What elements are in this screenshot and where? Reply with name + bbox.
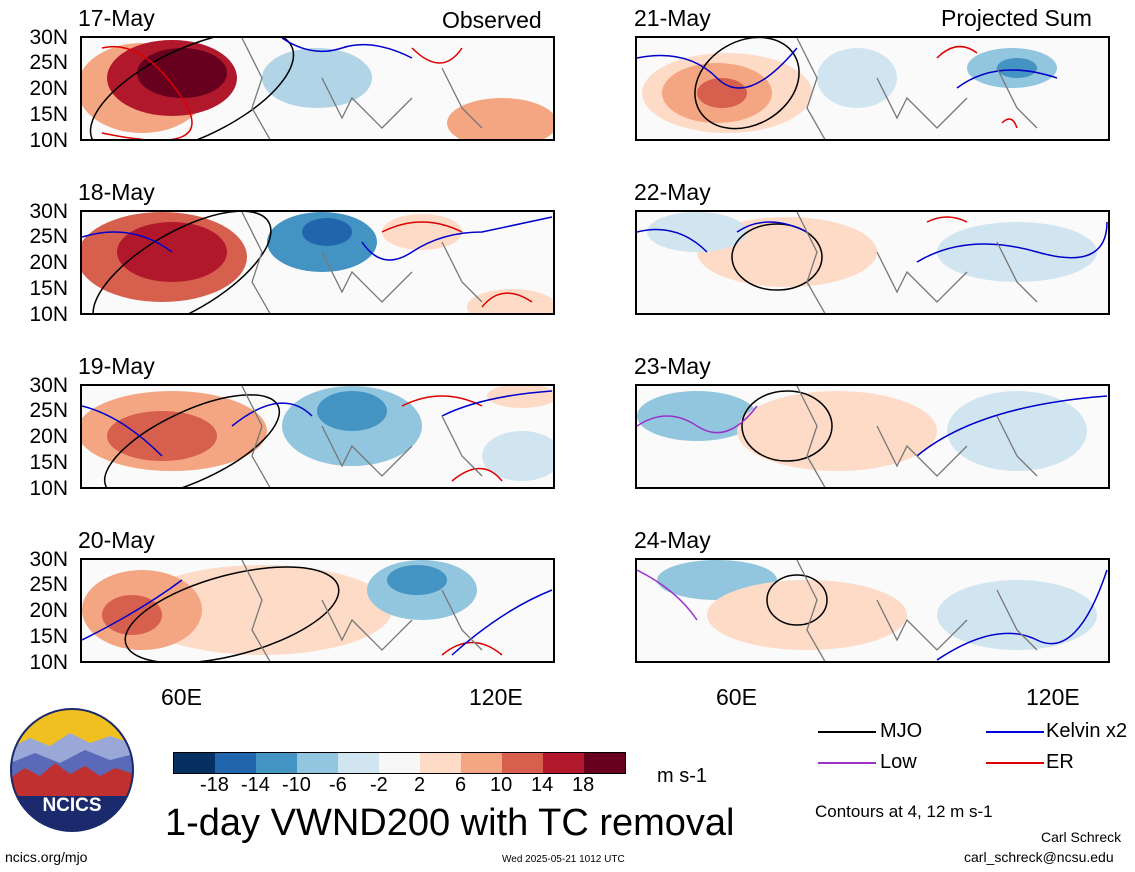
panel-date: 24-May [634,527,711,553]
lat-label: 15N [29,103,68,126]
legend-low-label: Low [880,751,917,773]
lat-label: 15N [29,277,68,300]
map-panel [80,558,555,663]
lat-label: 25N [29,225,68,248]
lat-label: 30N [29,374,68,397]
ncics-logo: NCICS [10,708,134,832]
colorbar-tick: 14 [531,774,554,796]
legend-mjo-label: MJO [880,720,923,742]
colorbar-swatch [502,753,543,773]
lat-label: 20N [29,251,68,274]
colorbar [173,752,626,774]
colorbar-tick: 2 [414,774,426,796]
lon-label: 120E [1026,684,1080,710]
lat-label: 25N [29,51,68,74]
panel-date: 18-May [78,179,155,205]
panel-date: 23-May [634,353,711,379]
lat-label: 10N [29,477,68,500]
colorbar-swatch [174,753,215,773]
panel-header: Observed [442,7,542,33]
colorbar-tick: -14 [241,774,270,796]
map-panel [80,36,555,141]
colorbar-swatch [215,753,256,773]
legend-er-label: ER [1046,751,1074,773]
lat-label: 10N [29,303,68,326]
map-panel [635,210,1110,315]
lat-label: 25N [29,399,68,422]
author: Carl Schreck [1041,829,1122,845]
lon-label: 60E [161,684,202,710]
lat-label: 15N [29,625,68,648]
lat-label: 20N [29,425,68,448]
colorbar-swatch [338,753,379,773]
site-url: ncics.org/mjo [5,849,88,865]
lon-label: 120E [469,684,523,710]
legend-low-line [818,762,876,764]
panel-date: 21-May [634,5,711,31]
email: carl_schreck@ncsu.edu [964,849,1114,865]
lon-label: 60E [716,684,757,710]
lat-label: 30N [29,26,68,49]
lat-label: 25N [29,573,68,596]
colorbar-tick: 6 [455,774,467,796]
colorbar-tick: 10 [490,774,513,796]
panel-date: 22-May [634,179,711,205]
map-panel [80,210,555,315]
colorbar-tick: -2 [370,774,388,796]
colorbar-swatch [461,753,502,773]
lat-label: 30N [29,548,68,571]
lat-label: 20N [29,599,68,622]
map-panel [80,384,555,489]
lat-label: 30N [29,200,68,223]
colorbar-tick: 18 [572,774,595,796]
colorbar-swatch [379,753,420,773]
colorbar-tick: -6 [329,774,347,796]
map-panel [635,36,1110,141]
map-panel [635,384,1110,489]
colorbar-swatch [256,753,297,773]
panel-date: 19-May [78,353,155,379]
contours-note: Contours at 4, 12 m s-1 [815,802,993,821]
legend-kelvin-label: Kelvin x2 [1046,720,1128,742]
colorbar-swatch [584,753,625,773]
timestamp: Wed 2025-05-21 1012 UTC [502,854,625,865]
panel-date: 20-May [78,527,155,553]
colorbar-swatch [543,753,584,773]
lat-label: 20N [29,77,68,100]
panel-header: Projected Sum [941,5,1092,31]
map-panel [635,558,1110,663]
lat-label: 15N [29,451,68,474]
colorbar-swatch [297,753,338,773]
colorbar-tick: -18 [200,774,229,796]
legend-mjo-line [818,731,876,733]
lat-label: 10N [29,129,68,152]
colorbar-units: m s-1 [657,765,707,787]
figure-title: 1-day VWND200 with TC removal [165,802,735,844]
panel-date: 17-May [78,5,155,31]
legend-kelvin-line [986,731,1044,733]
legend-er-line [986,762,1044,764]
logo-text: NCICS [42,795,101,816]
colorbar-swatch [420,753,461,773]
colorbar-tick: -10 [282,774,311,796]
lat-label: 10N [29,651,68,674]
